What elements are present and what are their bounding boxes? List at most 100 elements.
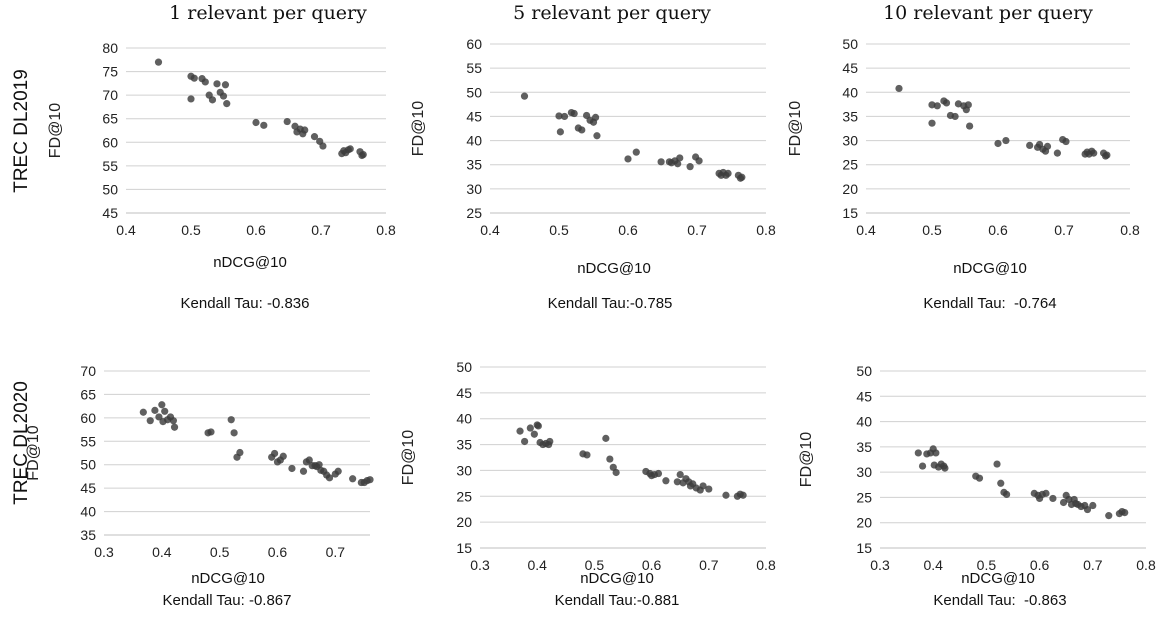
x-tick-label: 0.4 [480,222,500,238]
x-tick-label: 0.8 [1120,222,1140,238]
y-tick-label: 50 [80,457,96,473]
y-tick-label: 35 [856,439,872,455]
data-point [673,478,681,486]
data-point [213,80,221,88]
y-tick-label: 45 [842,60,858,76]
x-tick-label: 0.6 [642,557,662,573]
data-point [583,451,591,459]
y-tick-label: 35 [456,437,472,453]
data-point [662,477,670,485]
kendall-tau-5: Kendall Tau:-0.881 [554,592,680,609]
data-point [366,476,374,484]
data-point [738,173,746,181]
x-tick-label: 0.3 [870,557,890,573]
x-tick-label: 0.5 [181,222,201,238]
y-tick-label: 50 [856,363,872,379]
y-tick-label: 40 [466,133,482,149]
data-point [187,95,195,103]
data-point [975,474,984,482]
x-tick-label: 0.5 [549,222,569,238]
data-point [208,96,217,104]
y-tick-label: 60 [80,410,96,426]
x-tick-label: 0.3 [470,557,490,573]
data-point [325,474,334,482]
y-tick-label: 15 [856,540,872,556]
y-tick-label: 45 [856,388,872,404]
column-title-3: 10 relevant per query [883,2,1093,24]
data-point [223,100,231,108]
y-tick-label: 30 [842,133,858,149]
data-point [270,449,279,458]
x-tick-label: 0.4 [527,557,547,573]
x-tick-label: 0.6 [246,222,266,238]
y-tick-label: 45 [80,480,96,496]
y-tick-label: 60 [466,36,482,52]
data-point [1053,149,1061,157]
data-point [1083,505,1092,514]
y-tick-label: 65 [102,111,118,127]
data-point [699,482,707,490]
data-point [560,112,569,121]
data-point [190,74,198,82]
data-point [315,461,323,469]
x-tick-label: 0.4 [856,222,876,238]
data-point [151,406,159,414]
data-point [555,112,563,120]
data-point [695,157,703,165]
data-point [1089,501,1097,510]
data-point [227,416,235,424]
data-point [918,462,927,470]
x-tick-label: 0.4 [923,557,943,573]
data-point [722,491,730,499]
data-point [201,78,209,86]
data-point [230,429,238,437]
data-point [288,464,296,473]
data-point [612,468,620,477]
x-tick-label: 0.5 [922,222,942,238]
x-tick-label: 0.3 [94,544,114,560]
x-tick-label: 0.4 [152,544,172,560]
y-tick-label: 50 [102,181,118,197]
data-point [676,470,684,479]
x-tick-label: 0.7 [326,544,346,560]
y-tick-label: 80 [102,40,118,56]
x-tick-label: 0.7 [1054,222,1074,238]
data-point [624,155,632,163]
data-point [914,449,922,457]
y-tick-label: 40 [80,504,96,520]
data-point [942,99,951,107]
data-point [158,401,166,409]
x-tick-label: 0.6 [268,544,288,560]
y-tick-label: 70 [80,363,96,379]
data-point [161,407,169,415]
data-point [546,437,554,446]
y-tick-label: 30 [456,462,472,478]
x-tick-label: 0.8 [756,557,776,573]
data-point [964,101,972,109]
data-point [602,434,610,442]
data-point [739,491,747,499]
data-point [146,417,154,425]
data-point [966,122,974,130]
x-axis-label-1: nDCG@10 [213,254,287,271]
x-tick-label: 0.6 [1030,557,1050,573]
data-point [928,119,936,127]
x-axis-label-3: nDCG@10 [953,260,1027,277]
kendall-tau-4: Kendall Tau: -0.867 [162,592,292,609]
data-point [1105,512,1113,520]
x-axis-label-5: nDCG@10 [580,570,654,587]
data-point [1121,508,1129,517]
data-point [207,428,215,436]
data-point [933,102,941,110]
y-tick-label: 25 [842,157,858,173]
data-point [169,417,177,425]
data-point [305,456,313,464]
x-tick-label: 0.6 [988,222,1008,238]
x-tick-label: 0.7 [687,222,707,238]
y-tick-label: 25 [466,205,482,221]
y-axis-label: FD@10 [410,101,427,156]
